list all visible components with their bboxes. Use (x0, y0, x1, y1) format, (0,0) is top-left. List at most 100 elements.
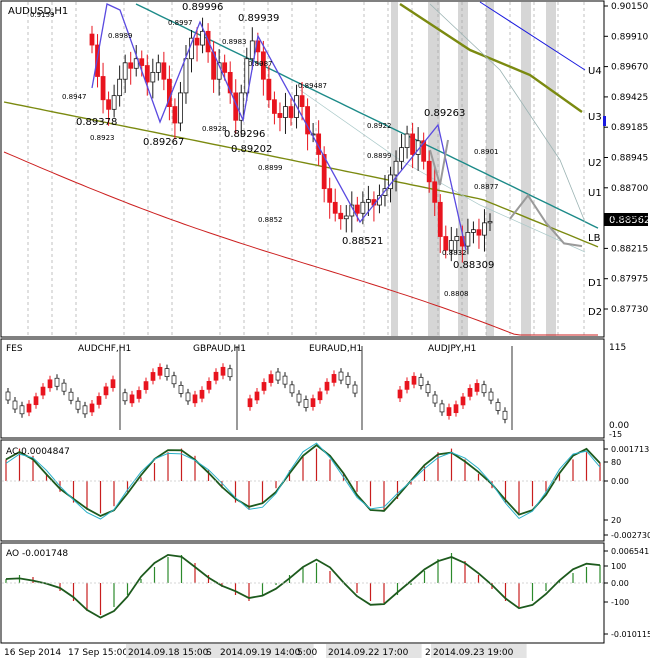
time-tick-label: 5:00 (297, 648, 317, 658)
swing-price-label: 0.89996 (182, 2, 223, 13)
candle-body (454, 236, 460, 242)
candle-body (437, 201, 443, 237)
candle-body (399, 147, 404, 162)
candle-body (277, 113, 283, 118)
time-tick-label: 17 Sep 15:00 (68, 648, 128, 658)
candle-body (155, 62, 161, 73)
projection-path-history (429, 139, 449, 186)
level-price-label: 0.8922 (367, 122, 392, 130)
swing-price-label: 0.89296 (224, 129, 265, 140)
mini-candle-body (227, 368, 233, 378)
time-label-highlight (326, 644, 422, 658)
mini-candle-body (467, 388, 473, 397)
ao-axis: 0.006541 100 0.00 -100 -0.010115 (604, 547, 650, 639)
mini-candle-body (157, 366, 163, 376)
mini-candle-body (352, 384, 358, 394)
level-price-label: 0.8832 (442, 249, 467, 257)
mini-candle-body (338, 371, 344, 381)
mini-candle-body (453, 404, 459, 414)
candle-body (299, 95, 305, 107)
swing-price-label: 0.88309 (453, 260, 494, 271)
candle-body (150, 71, 156, 83)
channel-line (479, 1, 586, 71)
candle-body (122, 62, 128, 80)
ao-indicator-panel[interactable]: AO -0.001748 0.006541 100 0.00 -100 -0.01011… (0, 542, 650, 644)
price-tick-label: 0.88945 (611, 154, 648, 164)
ma-olive-upper (399, 2, 583, 113)
price-tick-label: 0.87975 (611, 275, 648, 285)
level-price-label: 0.8928 (202, 125, 227, 133)
level-price-label: 0.8899 (367, 152, 392, 160)
mini-candle-body (68, 391, 74, 401)
mini-candle-body (439, 403, 445, 413)
level-price-label: 0.8808 (444, 290, 469, 298)
candle-body (111, 95, 117, 110)
mini-candle-body (247, 398, 253, 408)
mini-candle-body (446, 407, 452, 416)
candle-body (482, 222, 487, 236)
candle-body (404, 133, 410, 149)
price-tick-label: 0.88460 (611, 214, 648, 224)
candle-body (283, 106, 288, 118)
price-projection-line (429, 139, 583, 248)
price-tick-label: 0.89670 (611, 63, 648, 73)
swing-price-label: 0.89263 (424, 108, 465, 119)
candle-body (327, 188, 333, 203)
zigzag-path (91, 3, 467, 251)
candle-body (343, 215, 349, 220)
mini-candle-body (206, 380, 212, 390)
candle-body (321, 154, 327, 190)
mini-candle-body (324, 381, 330, 391)
pair-label-euraud: EURAUD,H1 (309, 344, 362, 354)
mini-candle-body (40, 386, 46, 396)
mini-candle-body (345, 375, 351, 385)
mini-candle-body (54, 377, 60, 387)
cross-axis-bottom: -15 (609, 430, 622, 439)
candle-body (178, 92, 183, 124)
oscillator-tick-label: 100 (611, 562, 626, 571)
price-tick-label: 0.88215 (611, 244, 648, 254)
cross-axis-top: 115 (609, 343, 626, 353)
candle-body (476, 229, 482, 236)
candle-body (161, 62, 167, 80)
price-tick-label: 0.88700 (611, 184, 648, 194)
candle-body (332, 201, 338, 214)
time-label-highlight (218, 644, 314, 658)
mini-candle-body (268, 374, 274, 383)
candle-body (172, 106, 178, 124)
price-panel[interactable]: 0.893780.892670.899960.899390.892960.892… (0, 0, 650, 642)
level-price-label: 0.8997 (168, 19, 193, 27)
cross-pairs-panel[interactable]: FES AUDCHF,H1 GBPAUD,H1 EURAUD,H1 AUDJPY… (0, 338, 629, 439)
candle-body (272, 99, 277, 114)
mini-candle-body (164, 368, 170, 377)
ac-label: AC 0.0004847 (6, 447, 70, 457)
candle-body (133, 58, 139, 69)
level-price-label: 0.9159 (30, 11, 55, 19)
candle-body (410, 133, 416, 155)
mini-candle-body (303, 399, 309, 408)
ac-axis: 0.001713 80 0.00 20 -0.002730 (604, 445, 650, 540)
pivot-level-u2: U2 (588, 158, 602, 169)
mini-candle-body (296, 393, 302, 403)
price-tick-label: 0.90150 (611, 2, 648, 12)
mini-candle-body (136, 390, 142, 399)
mini-candle-body (331, 374, 337, 383)
level-price-label: 0.8899 (258, 164, 283, 172)
ac-indicator-panel[interactable]: AC 0.0004847 0.001713 80 0.00 20 -0.002730 (0, 439, 650, 542)
level-price-label: 0.8923 (90, 134, 115, 142)
shaded-session-4 (521, 2, 531, 336)
mini-candle-body (199, 389, 205, 399)
level-price-label: 0.8983 (222, 38, 247, 46)
zigzag-line (91, 3, 467, 251)
price-axis: 0.90150 0.89910 0.89670 0.89425 0.89185 0.889… (604, 2, 648, 315)
mini-candle-body (192, 394, 198, 404)
oscillator-line (5, 553, 601, 619)
time-tick-label: 2014.09.22 17:00 (328, 648, 409, 658)
mini-candle-body (261, 382, 267, 391)
mini-candle-body (5, 391, 11, 401)
shaded-session-5 (546, 2, 556, 336)
mini-candle-body (110, 379, 116, 389)
projection-path (509, 193, 583, 248)
ma-teal (135, 3, 599, 229)
